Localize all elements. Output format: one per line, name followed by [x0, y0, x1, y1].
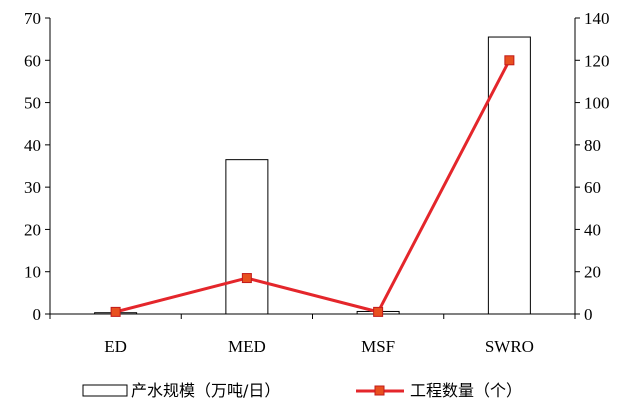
- bar-swro: [487, 36, 531, 315]
- y-left-tick-label: 10: [24, 263, 41, 282]
- y-right-tick-label: 40: [584, 220, 601, 239]
- x-tick-label-med: MED: [228, 337, 266, 356]
- y-right-tick-label: 80: [584, 136, 601, 155]
- y-left-tick-label: 50: [24, 94, 41, 113]
- bar-med: [225, 159, 269, 315]
- x-tick-label-ed: ED: [104, 337, 127, 356]
- line-project-count: [115, 59, 511, 314]
- legend-label-production-scale: 产水规模（万吨/日）: [131, 381, 280, 400]
- y-left-tick-label: 20: [24, 220, 41, 239]
- legend-label-project-count: 工程数量（个）: [410, 381, 522, 400]
- y-right-tick-label: 100: [584, 94, 610, 113]
- y-left-tick-label: 0: [33, 305, 42, 324]
- y-right-tick-label: 60: [584, 178, 601, 197]
- y-right-tick-label: 140: [584, 9, 610, 28]
- y-left-tick-label: 40: [24, 136, 41, 155]
- legend: 产水规模（万吨/日） 工程数量（个）: [82, 381, 522, 400]
- x-tick-label-msf: MSF: [361, 337, 395, 356]
- x-tick-label-swro: SWRO: [485, 337, 534, 356]
- y-left-tick-label: 70: [24, 9, 41, 28]
- y-left-tick-label: 30: [24, 178, 41, 197]
- axes: [45, 17, 580, 319]
- y-right-tick-label: 0: [584, 305, 593, 324]
- point-project-count-ed: [110, 306, 121, 317]
- point-project-count-med: [241, 273, 252, 284]
- line-series: [110, 55, 515, 317]
- point-project-count-swro: [504, 55, 515, 66]
- point-project-count-msf: [373, 306, 384, 317]
- legend-marker-project-count: [374, 385, 385, 396]
- y-right-tick-label: 20: [584, 263, 601, 282]
- y-right-tick-label: 120: [584, 51, 610, 70]
- legend-swatch-production-scale: [82, 384, 128, 397]
- y-left-tick-label: 60: [24, 51, 41, 70]
- bar-series: [94, 36, 531, 315]
- tick-labels: 0 10 20 30 40 50 60 70 0 20 40 60 80 100 120 140 ED MED MS…: [24, 9, 610, 356]
